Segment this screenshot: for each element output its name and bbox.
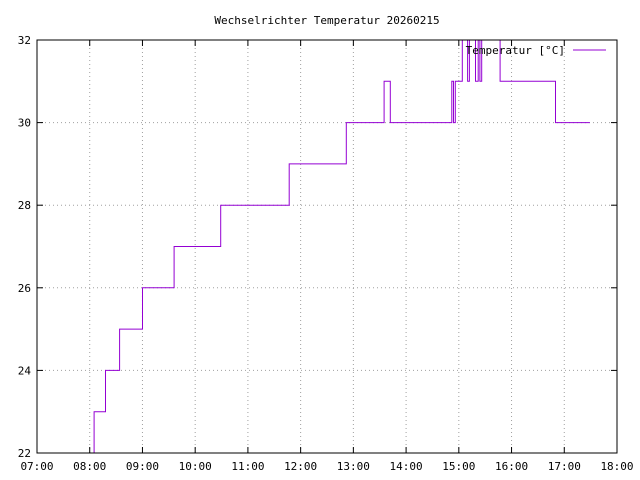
grid-lines xyxy=(37,40,617,453)
y-tick-label: 26 xyxy=(18,282,31,295)
x-tick-label: 13:00 xyxy=(337,460,370,473)
y-tick-label: 30 xyxy=(18,117,31,130)
x-tick-label: 14:00 xyxy=(390,460,423,473)
y-tick-label: 28 xyxy=(18,199,31,212)
series-layer xyxy=(88,39,590,454)
series-line-0 xyxy=(88,39,590,454)
x-tick-label: 10:00 xyxy=(179,460,212,473)
x-tick-label: 12:00 xyxy=(284,460,317,473)
y-tick-label: 24 xyxy=(18,364,32,377)
x-tick-label: 17:00 xyxy=(548,460,581,473)
legend-label: Temperatur [°C] xyxy=(466,44,565,57)
y-tick-label: 22 xyxy=(18,447,31,460)
x-tick-label: 09:00 xyxy=(126,460,159,473)
x-tick-label: 07:00 xyxy=(20,460,53,473)
y-tick-label: 32 xyxy=(18,34,31,47)
x-tick-label: 08:00 xyxy=(73,460,106,473)
plot-frame xyxy=(36,39,618,454)
x-tick-label: 16:00 xyxy=(495,460,528,473)
x-tick-label: 15:00 xyxy=(442,460,475,473)
x-axis: 07:00 08:00 09:00 10:00 11:00 12:00 13:00 14:00… xyxy=(20,40,634,473)
y-axis: 22 24 26 28 30 32 xyxy=(18,34,617,460)
x-tick-label: 11:00 xyxy=(231,460,264,473)
x-tick-label: 18:00 xyxy=(600,460,633,473)
legend: Temperatur [°C] xyxy=(466,44,606,57)
chart-title: Wechselrichter Temperatur 20260215 xyxy=(214,14,439,27)
